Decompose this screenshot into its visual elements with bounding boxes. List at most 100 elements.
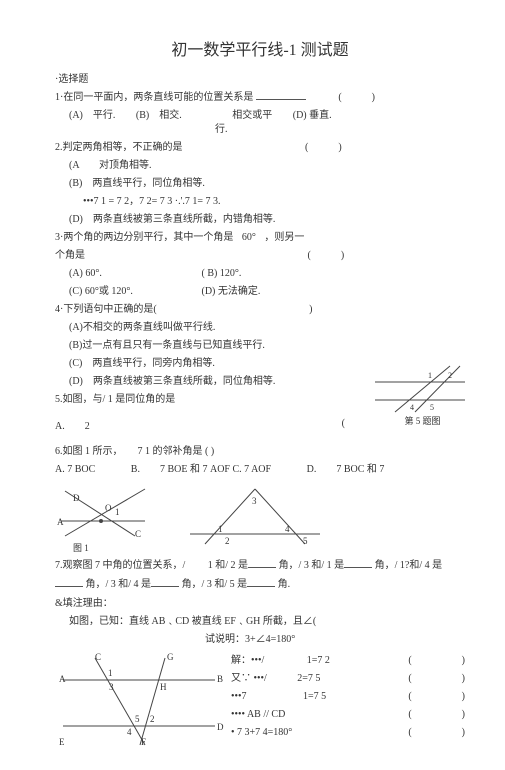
q2-stem: 2.判定两角相等，不正确的是 xyxy=(55,142,183,153)
q3-A: (A) 60°. xyxy=(69,266,199,281)
pf1b: 1=7 2 xyxy=(307,655,330,666)
q8-line2: 试说明：3+∠4=180° xyxy=(205,632,465,647)
q2-D: (D) 两条直线被第三条直线所截，内错角相等. xyxy=(69,212,465,227)
q5-svg: 1 2 4 5 xyxy=(370,364,470,414)
q1-options: (A) 平行. (B) 相交. 相交或平 (D) 垂直. xyxy=(69,108,465,123)
q2-paren: ( ) xyxy=(305,142,342,153)
q7-p1c: 角，/ 1?和/ 4 是 xyxy=(375,560,443,571)
pf5a: • 7 3+7 4=180° xyxy=(231,727,292,738)
pf5: • 7 3+7 4=180° ( ) xyxy=(231,725,465,740)
q6-D: D. 7 BOC 和 7 xyxy=(307,462,385,477)
fig1-svg: D O 1 A C xyxy=(55,481,165,541)
q7-p2b: 角，/ 3 和/ 5 是 xyxy=(182,579,248,590)
page-title: 初一数学平行线-1 测试题 xyxy=(55,36,465,60)
pf1: 解：•••/ 1=7 2 ( ) xyxy=(231,653,465,668)
fig1-O: O xyxy=(105,503,112,513)
fig7-5: 5 xyxy=(303,536,308,546)
q8-H: H xyxy=(160,682,167,692)
q1-paren: ( ) xyxy=(338,92,375,103)
q8-2: 2 xyxy=(150,714,155,724)
q8-proof: 解：•••/ 1=7 2 ( ) 又∵ •••/ 2=7 5 ( ) •••7 … xyxy=(231,650,465,750)
fig1-caption: 图 1 xyxy=(73,541,165,554)
pf3b: 1=7 5 xyxy=(303,691,326,702)
q3-60: 60° xyxy=(242,232,256,243)
q8-C: C xyxy=(95,652,101,662)
pf4p: ( ) xyxy=(408,707,465,722)
q7-stem: 7.观察图 7 中角的位置关系，/ xyxy=(55,560,185,571)
q8-5: 5 xyxy=(135,714,140,724)
q1-stem: 1·在同一平面内，两条直线可能的位置关系是 xyxy=(55,92,253,103)
pf5p: ( ) xyxy=(408,725,465,740)
q8-F: F xyxy=(141,737,146,747)
q8-title: &填注理由： xyxy=(55,596,465,611)
fig1-A: A xyxy=(57,517,64,527)
q7-p2a: 角，/ 3 和/ 4 是 xyxy=(86,579,152,590)
q6-A: A. 7 BOC xyxy=(55,462,95,477)
q3-D: (D) 无法确定. xyxy=(202,286,261,297)
fig7-svg: 1 2 3 4 5 xyxy=(185,484,325,554)
q7-p1b: 角，/ 3 和/ 1 是 xyxy=(279,560,345,571)
q3-B: ( B) 120°. xyxy=(202,268,242,279)
q3-paren: ( ) xyxy=(308,250,345,261)
q8-3: 3 xyxy=(109,682,114,692)
pf1a: 解：•••/ xyxy=(231,655,264,666)
q5-paren: ( xyxy=(342,418,345,429)
q2-A: (A 对顶角相等. xyxy=(69,158,465,173)
pf3a: •••7 xyxy=(231,691,247,702)
pf3p: ( ) xyxy=(408,689,465,704)
fig1-wrap: D O 1 A C 图 1 xyxy=(55,481,165,554)
q7-p2c: 角. xyxy=(278,579,291,590)
q3-row2: (C) 60°或 120°. (D) 无法确定. xyxy=(69,284,465,299)
pf4a: •••• AB // CD xyxy=(231,709,285,720)
q8-G: G xyxy=(167,652,174,662)
q3-stem-a: 3·两个角的两边分别平行，其中一个角是 xyxy=(55,232,233,243)
q5-stem: 5.如图，与/ 1 是同位角的是 xyxy=(55,394,175,405)
q2-C: •••7 1 = 7 2，7 2= 7 3 ·.'.7 1= 7 3. xyxy=(83,194,465,209)
section-heading: ·选择题 xyxy=(55,70,465,85)
q5-lbl-4: 4 xyxy=(410,403,414,412)
q3: 3·两个角的两边分别平行，其中一个角是 60° ，则另一 xyxy=(55,230,465,245)
q4: 4·下列语句中正确的是( ) xyxy=(55,302,465,317)
q3-row1: (A) 60°. ( B) 120°. xyxy=(69,266,465,281)
q8-line1: 如图，已知：直线 AB﹑CD 被直线 EF﹑GH 所截，且∠( xyxy=(69,614,465,629)
figures-row: D O 1 A C 图 1 1 2 3 4 5 xyxy=(55,481,465,554)
q8-row: A B E C D F G H 3 1 2 5 4 解：•••/ 1=7 2 (… xyxy=(55,650,465,750)
pf1p: ( ) xyxy=(408,653,465,668)
fig7-1: 1 xyxy=(218,524,223,534)
q1-A: (A) 平行. xyxy=(69,108,115,123)
pf2: 又∵ •••/ 2=7 5 ( ) xyxy=(231,671,465,686)
q6: 6.如图 1 所示， 7 1 的邻补角是 ( ) xyxy=(55,444,465,459)
q4-Bpre: (B)过一点有且只有一条直线与已知直线平行. xyxy=(69,338,465,353)
q8-svg: A B E C D F G H 3 1 2 5 4 xyxy=(55,650,225,750)
q3-stem-b: ，则另一 xyxy=(264,232,304,243)
q4-A: (A)不相交的两条直线叫做平行线. xyxy=(69,320,465,335)
q8-1: 1 xyxy=(108,668,113,678)
fig7-3: 3 xyxy=(252,496,257,506)
fig1-C: C xyxy=(135,529,141,539)
q8-E: E xyxy=(59,737,65,747)
q5-lbl-1: 1 xyxy=(428,371,432,380)
q8-B: B xyxy=(217,674,223,684)
q5-figure: 1 2 4 5 第 5 题图 xyxy=(370,364,475,427)
q5-block: (D) 两条直线被第三条直线所截，同位角相等. 5.如图，与/ 1 是同位角的是… xyxy=(55,374,465,436)
q1: 1·在同一平面内，两条直线可能的位置关系是 ( ) xyxy=(55,89,465,105)
q4-paren: ) xyxy=(309,304,312,315)
pf3: •••7 1=7 5 ( ) xyxy=(231,689,465,704)
fig7-2: 2 xyxy=(225,536,230,546)
q5-caption: 第 5 题图 xyxy=(370,414,475,427)
pf4: •••• AB // CD ( ) xyxy=(231,707,465,722)
q8-4: 4 xyxy=(127,727,132,737)
fig7-wrap: 1 2 3 4 5 xyxy=(185,484,325,554)
q6-B: B. 7 BOE 和 7 AOF C. 7 AOF xyxy=(131,462,271,477)
q2: 2.判定两角相等，不正确的是 ( ) xyxy=(55,140,465,155)
q2-B: (B) 两直线平行，同位角相等. xyxy=(69,176,465,191)
q3-line2: 个角是 ( ) xyxy=(55,248,465,263)
fig1-D: D xyxy=(73,493,80,503)
q6-stem: 6.如图 1 所示， 7 1 的邻补角是 ( ) xyxy=(55,446,214,457)
q1-B: (B) 相交. xyxy=(136,108,182,123)
q5-lbl-2: 2 xyxy=(448,371,452,380)
q7-line2: 角，/ 3 和/ 4 是 角，/ 3 和/ 5 是 角. xyxy=(55,576,465,592)
q1-C-tail: 行. xyxy=(215,122,465,137)
q8-D: D xyxy=(217,722,224,732)
page: 初一数学平行线-1 测试题 ·选择题 1·在同一平面内，两条直线可能的位置关系是… xyxy=(0,0,505,770)
